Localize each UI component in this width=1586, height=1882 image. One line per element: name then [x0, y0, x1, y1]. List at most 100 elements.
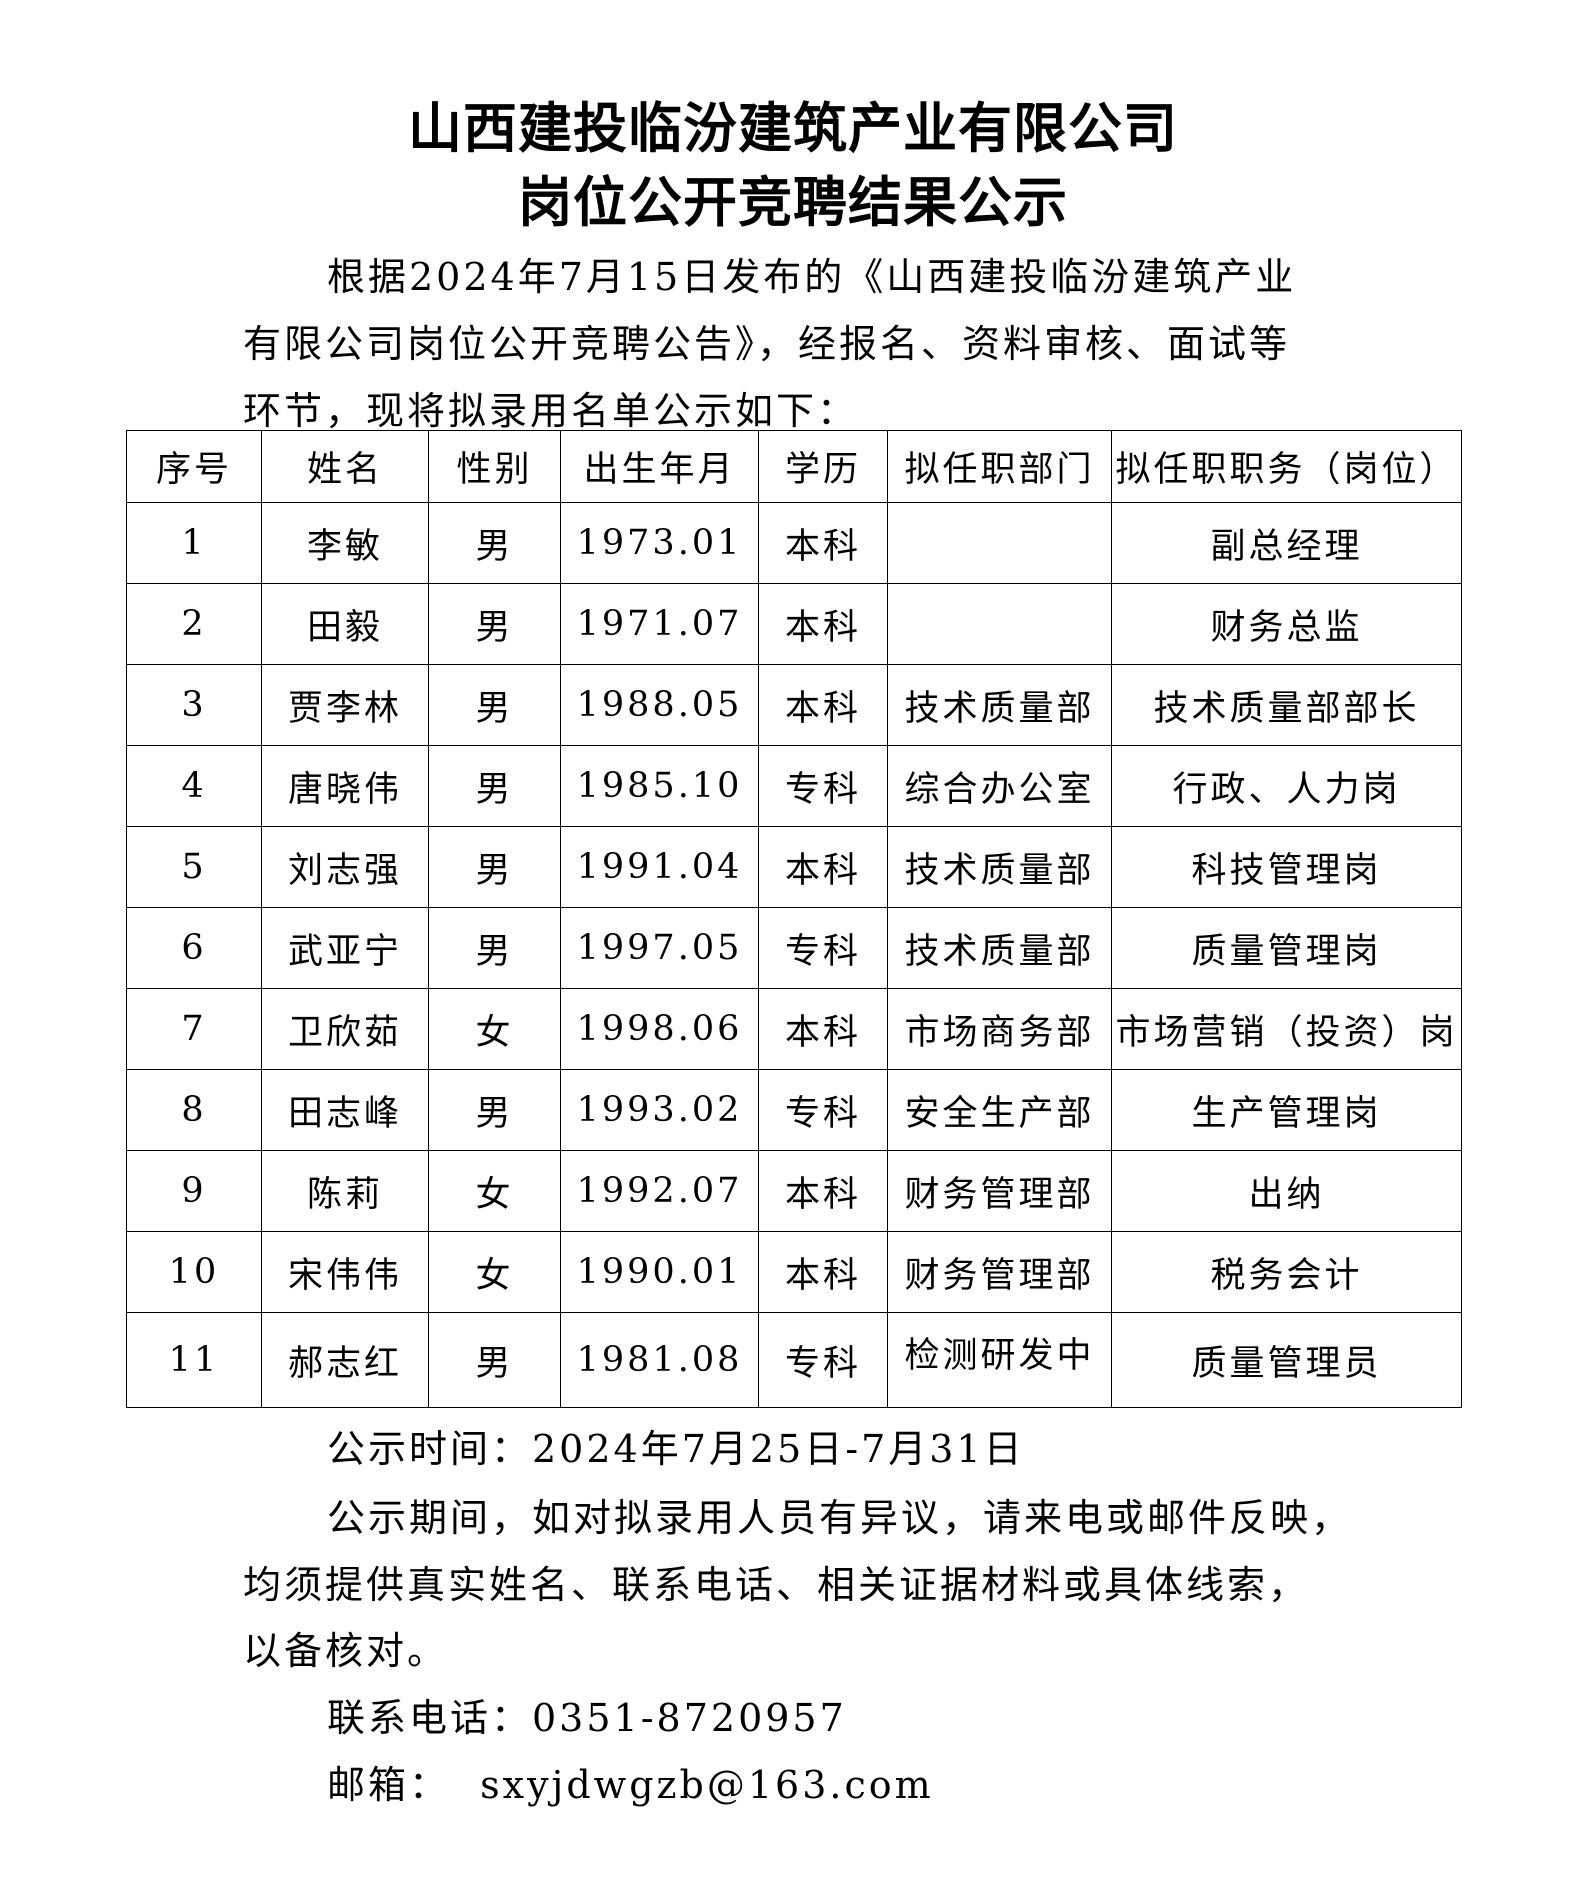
cell-index: 7 [126, 988, 262, 1070]
cell-department: 财务管理部 [887, 1231, 1112, 1313]
cell-education: 本科 [758, 988, 888, 1070]
cell-birth: 1992.07 [560, 1150, 759, 1232]
cell-gender: 男 [428, 502, 561, 584]
cell-name: 李敏 [261, 502, 429, 584]
cell-birth: 1971.07 [560, 583, 759, 665]
cell-index: 3 [126, 664, 262, 746]
cell-education: 本科 [758, 664, 888, 746]
table-row: 3 贾李林男 1988.05 本科 技术质量部 技术质量部部长 [126, 664, 1462, 746]
notice-line3: 以备核对。 [243, 1629, 449, 1673]
publicity-period: 公示时间：2024年7月25日-7月31日 [327, 1427, 1025, 1471]
candidates-table: 序号 姓名 性别 出生年月 学历 拟任职部门 拟任职职务（岗位） 1 李敏男 1973.01 本科… [126, 430, 1462, 1408]
cell-name: 田毅 [261, 583, 429, 665]
cell-name: 贾李林 [261, 664, 429, 746]
cell-birth: 1973.01 [560, 502, 759, 584]
cell-gender: 男 [428, 1312, 561, 1408]
cell-name: 刘志强 [261, 826, 429, 908]
column-header-index: 序号 [126, 430, 262, 503]
table-row: 5 刘志强男 1991.04 本科 技术质量部 科技管理岗 [126, 826, 1462, 908]
cell-position: 副总经理 [1111, 502, 1462, 584]
cell-education: 专科 [758, 907, 888, 989]
column-header-gender: 性别 [428, 430, 561, 503]
document-title-line2: 岗位公开竞聘结果公示 [518, 170, 1068, 234]
cell-education: 本科 [758, 1231, 888, 1313]
cell-index: 11 [126, 1312, 262, 1408]
table-row: 10 宋伟伟女 1990.01 本科 财务管理部 税务会计 [126, 1231, 1462, 1313]
cell-index: 9 [126, 1150, 262, 1232]
cell-birth: 1981.08 [560, 1312, 759, 1408]
cell-gender: 男 [428, 745, 561, 827]
cell-birth: 1993.02 [560, 1069, 759, 1151]
table-row: 8 田志峰男 1993.02 专科 安全生产部 生产管理岗 [126, 1069, 1462, 1151]
cell-index: 10 [126, 1231, 262, 1313]
cell-position: 生产管理岗 [1111, 1069, 1462, 1151]
cell-department: 检测研发中 [887, 1312, 1112, 1408]
cell-name: 宋伟伟 [261, 1231, 429, 1313]
cell-education: 专科 [758, 745, 888, 827]
intro-line1: 根据2024年7月15日发布的《山西建投临汾建筑产业 [327, 255, 1297, 299]
cell-name: 田志峰 [261, 1069, 429, 1151]
cell-index: 2 [126, 583, 262, 665]
cell-education: 本科 [758, 1150, 888, 1232]
contact-email: 邮箱： sxyjdwgzb@163.com [327, 1763, 934, 1807]
cell-birth: 1985.10 [560, 745, 759, 827]
cell-birth: 1997.05 [560, 907, 759, 989]
cell-department: 市场商务部 [887, 988, 1112, 1070]
notice-line1: 公示期间，如对拟录用人员有异议，请来电或邮件反映， [327, 1496, 1353, 1540]
cell-department [887, 583, 1112, 665]
table-row: 11 郝志红男 1981.08 专科 检测研发中 质量管理员 [126, 1312, 1462, 1408]
cell-gender: 男 [428, 1069, 561, 1151]
cell-gender: 男 [428, 826, 561, 908]
cell-position: 科技管理岗 [1111, 826, 1462, 908]
cell-position: 财务总监 [1111, 583, 1462, 665]
cell-department: 安全生产部 [887, 1069, 1112, 1151]
cell-position: 市场营销（投资）岗 [1111, 988, 1462, 1070]
cell-name: 陈莉 [261, 1150, 429, 1232]
cell-birth: 1990.01 [560, 1231, 759, 1313]
table-row: 1 李敏男 1973.01 本科 副总经理 [126, 502, 1462, 584]
cell-department: 技术质量部 [887, 907, 1112, 989]
cell-education: 本科 [758, 826, 888, 908]
table-row: 7 卫欣茹女 1998.06 本科 市场商务部 市场营销（投资）岗 [126, 988, 1462, 1070]
table-body: 1 李敏男 1973.01 本科 副总经理 2 田毅男 1971.07 本科 财务总监 3 贾李林男 1… [126, 502, 1462, 1408]
cell-education: 本科 [758, 502, 888, 584]
column-header-birth: 出生年月 [560, 430, 759, 503]
notice-line2: 均须提供真实姓名、联系电话、相关证据材料或具体线索， [243, 1563, 1310, 1607]
cell-birth: 1991.04 [560, 826, 759, 908]
intro-line2: 有限公司岗位公开竞聘公告》，经报名、资料审核、面试等 [243, 322, 1291, 366]
cell-index: 8 [126, 1069, 262, 1151]
cell-position: 质量管理员 [1111, 1312, 1462, 1408]
table-row: 9 陈莉女 1992.07 本科 财务管理部 出纳 [126, 1150, 1462, 1232]
cell-department: 技术质量部 [887, 664, 1112, 746]
cell-department: 财务管理部 [887, 1150, 1112, 1232]
intro-line3: 环节，现将拟录用名单公示如下： [243, 389, 859, 433]
cell-name: 卫欣茹 [261, 988, 429, 1070]
cell-birth: 1998.06 [560, 988, 759, 1070]
cell-gender: 男 [428, 664, 561, 746]
cell-education: 专科 [758, 1069, 888, 1151]
cell-name: 郝志红 [261, 1312, 429, 1408]
contact-phone: 联系电话：0351-8720957 [327, 1696, 847, 1740]
cell-department: 技术质量部 [887, 826, 1112, 908]
cell-position: 税务会计 [1111, 1231, 1462, 1313]
table-header-row: 序号 姓名 性别 出生年月 学历 拟任职部门 拟任职职务（岗位） [126, 430, 1462, 503]
cell-index: 5 [126, 826, 262, 908]
cell-department [887, 502, 1112, 584]
cell-education: 本科 [758, 583, 888, 665]
cell-index: 1 [126, 502, 262, 584]
document-title-line1: 山西建投临汾建筑产业有限公司 [408, 96, 1178, 160]
cell-position: 技术质量部部长 [1111, 664, 1462, 746]
column-header-education: 学历 [758, 430, 888, 503]
cell-gender: 男 [428, 583, 561, 665]
cell-position: 出纳 [1111, 1150, 1462, 1232]
cell-index: 4 [126, 745, 262, 827]
cell-gender: 女 [428, 1231, 561, 1313]
column-header-name: 姓名 [261, 430, 429, 503]
cell-gender: 女 [428, 988, 561, 1070]
cell-birth: 1988.05 [560, 664, 759, 746]
cell-name: 武亚宁 [261, 907, 429, 989]
cell-gender: 男 [428, 907, 561, 989]
column-header-department: 拟任职部门 [887, 430, 1112, 503]
cell-education: 专科 [758, 1312, 888, 1408]
cell-position: 质量管理岗 [1111, 907, 1462, 989]
